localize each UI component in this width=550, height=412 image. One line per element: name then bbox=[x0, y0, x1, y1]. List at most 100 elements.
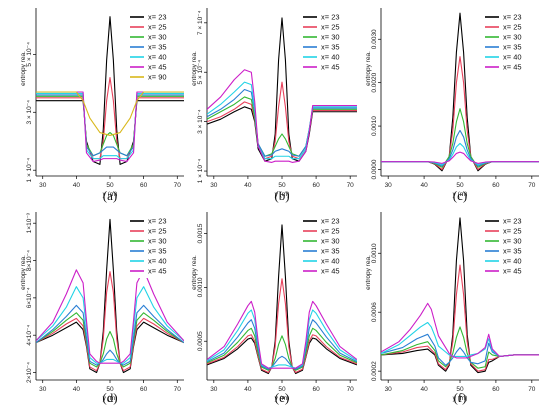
x-axis-label: y (m) bbox=[103, 191, 118, 198]
y-tick-label: 0.0010 bbox=[371, 243, 378, 263]
y-tick-label: 3 × 10⁻⁴ bbox=[197, 109, 204, 134]
x-axis-label: y (m) bbox=[103, 395, 118, 402]
series-line-45 bbox=[381, 151, 539, 164]
x-tick-label: 40 bbox=[420, 386, 428, 393]
legend-label: x= 45 bbox=[321, 267, 340, 276]
y-tick-label: 0.0002 bbox=[371, 361, 378, 381]
panel-caption: (b) bbox=[274, 188, 289, 203]
x-tick-label: 40 bbox=[73, 386, 81, 393]
legend-label: x= 30 bbox=[503, 237, 522, 246]
legend-box bbox=[483, 214, 537, 278]
series-line-23 bbox=[207, 224, 357, 375]
series-line-40 bbox=[381, 321, 539, 357]
series-line-30 bbox=[381, 326, 539, 369]
legend-label: x= 23 bbox=[321, 217, 340, 226]
panel-caption: (c) bbox=[453, 188, 467, 203]
panel-caption: (e) bbox=[275, 390, 289, 405]
y-tick-label: 8×10⁻⁴ bbox=[26, 250, 33, 271]
legend-label: x= 30 bbox=[321, 33, 340, 42]
y-axis-label: entropy rea. bbox=[191, 255, 198, 290]
series-line-40 bbox=[207, 81, 357, 160]
series-line-45 bbox=[207, 69, 357, 163]
y-tick-label: 2×10⁻⁴ bbox=[26, 362, 33, 383]
series-line-30 bbox=[36, 312, 184, 368]
y-tick-label: 0.0006 bbox=[371, 302, 378, 322]
legend-label: x= 40 bbox=[148, 53, 167, 62]
legend-label: x= 23 bbox=[503, 217, 522, 226]
legend: x= 23x= 25x= 30x= 35x= 40x= 45 bbox=[301, 10, 355, 74]
series-line-45 bbox=[36, 269, 184, 364]
legend-label: x= 40 bbox=[503, 257, 522, 266]
series-line-45 bbox=[207, 300, 357, 369]
y-axis-label: entropy rea. bbox=[20, 255, 27, 290]
legend-label: x= 30 bbox=[321, 237, 340, 246]
x-tick-label: 60 bbox=[312, 386, 320, 393]
legend-label: x= 30 bbox=[503, 33, 522, 42]
legend-box bbox=[301, 10, 355, 74]
legend-label: x= 25 bbox=[321, 23, 340, 32]
panel-caption: (f) bbox=[454, 390, 467, 405]
chart-panel-d: 30 40 50 60 70 y (m) 2×10⁻⁴ 4×10⁻⁴ 6×10⁻⁴ 8×10⁻⁴ 1… bbox=[20, 212, 184, 405]
series-line-25 bbox=[381, 56, 539, 171]
legend-label: x= 35 bbox=[321, 43, 340, 52]
x-tick-label: 70 bbox=[528, 386, 536, 393]
x-tick-label: 70 bbox=[174, 386, 182, 393]
legend-label: x= 35 bbox=[148, 247, 167, 256]
series-line-45 bbox=[36, 91, 184, 163]
chart-panel-e: 30 40 50 60 70 y (m) 0.0005 0.0010 0.0015 entropy… bbox=[191, 212, 357, 405]
legend-label: x= 45 bbox=[503, 63, 522, 72]
legend: x= 23x= 25x= 30x= 35x= 40x= 45 bbox=[483, 214, 537, 278]
y-tick-label: 6×10⁻⁴ bbox=[26, 287, 33, 308]
y-tick-label: 0.0010 bbox=[371, 116, 378, 136]
y-axis-label: entropy rea. bbox=[20, 51, 27, 86]
chart-panel-f: 30 40 50 60 70 y (m) 0.0002 0.0006 0.0010entropy… bbox=[365, 212, 539, 405]
x-tick-label: 40 bbox=[420, 182, 428, 189]
legend-label: x= 90 bbox=[148, 73, 167, 82]
legend-label: x= 40 bbox=[321, 257, 340, 266]
legend-box bbox=[301, 214, 355, 278]
x-tick-label: 70 bbox=[174, 182, 182, 189]
legend-label: x= 23 bbox=[148, 13, 167, 22]
x-tick-label: 60 bbox=[312, 182, 320, 189]
y-axis-label: entropy rea. bbox=[365, 51, 372, 86]
series-line-25 bbox=[381, 264, 539, 372]
legend-label: x= 40 bbox=[321, 53, 340, 62]
legend-label: x= 45 bbox=[148, 267, 167, 276]
legend-label: x= 23 bbox=[503, 13, 522, 22]
x-tick-label: 60 bbox=[492, 386, 500, 393]
legend: x= 23x= 25x= 30x= 35x= 40x= 45 bbox=[301, 214, 355, 278]
y-tick-label: 4×10⁻⁴ bbox=[26, 325, 33, 346]
legend-label: x= 30 bbox=[148, 33, 167, 42]
x-tick-label: 30 bbox=[210, 182, 218, 189]
x-tick-label: 50 bbox=[106, 182, 114, 189]
x-tick-label: 30 bbox=[39, 182, 47, 189]
series-line-40 bbox=[36, 92, 184, 160]
x-tick-label: 50 bbox=[456, 386, 464, 393]
legend-label: x= 35 bbox=[148, 43, 167, 52]
series-line-23 bbox=[381, 12, 539, 172]
legend-label: x= 25 bbox=[148, 23, 167, 32]
x-tick-label: 60 bbox=[140, 182, 148, 189]
series-line-25 bbox=[36, 76, 184, 160]
x-tick-label: 30 bbox=[385, 182, 393, 189]
series-line-30 bbox=[381, 108, 539, 168]
legend-label: x= 25 bbox=[503, 227, 522, 236]
x-tick-label: 40 bbox=[244, 182, 252, 189]
chart-panel-a: 30 40 50 60 70 y (m) 1 × 10⁻⁴ 3 × 10⁻⁴ 5 × 10⁻⁴e… bbox=[20, 8, 184, 203]
x-tick-label: 70 bbox=[347, 182, 355, 189]
y-tick-label: 5 × 10⁻⁴ bbox=[26, 42, 33, 67]
x-tick-label: 50 bbox=[278, 182, 286, 189]
y-tick-label: 0.0010 bbox=[197, 277, 204, 297]
legend-label: x= 25 bbox=[503, 23, 522, 32]
series-line-35 bbox=[36, 304, 184, 366]
chart-panel-c: 30 40 50 60 70 y (m) 0.0000 0.0010 0.0020 0.0030 e… bbox=[365, 8, 539, 203]
legend-label: x= 23 bbox=[148, 217, 167, 226]
x-tick-label: 50 bbox=[106, 386, 114, 393]
legend: x= 23x= 25x= 30x= 35x= 40x= 45 bbox=[483, 10, 537, 74]
x-tick-label: 60 bbox=[492, 182, 500, 189]
series-line-40 bbox=[381, 142, 539, 166]
legend-label: x= 25 bbox=[321, 227, 340, 236]
series-line-23 bbox=[36, 218, 184, 374]
legend-box bbox=[128, 214, 182, 278]
series-line-30 bbox=[207, 327, 357, 371]
